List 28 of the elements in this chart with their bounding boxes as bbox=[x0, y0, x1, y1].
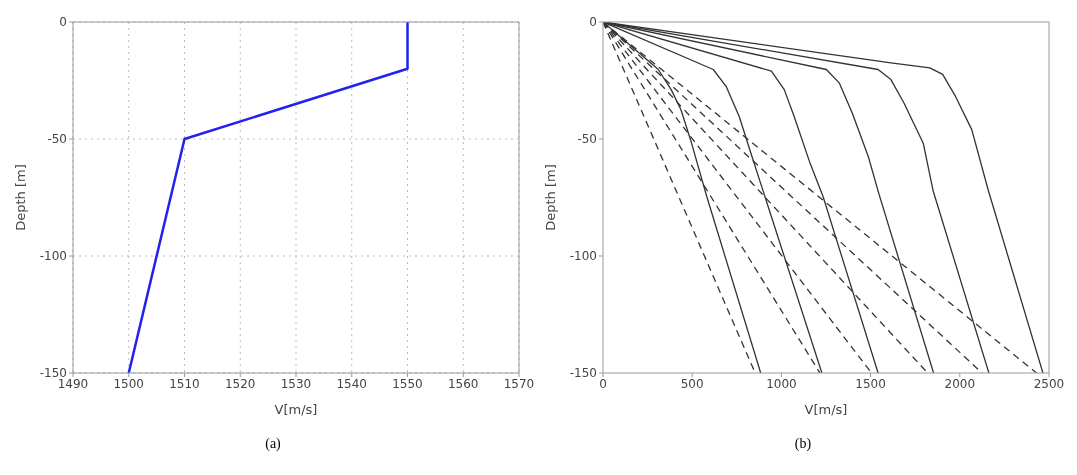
x-tick-label: 1550 bbox=[392, 376, 423, 391]
x-tick-label: 1510 bbox=[169, 376, 200, 391]
y-axis-title: Depth [m] bbox=[542, 164, 558, 231]
x-tick-label: 1520 bbox=[224, 376, 256, 391]
y-tick-label: 0 bbox=[59, 15, 67, 30]
text: (a) bbox=[264, 436, 282, 452]
x-axis-title: V[m/s] bbox=[274, 402, 318, 417]
y-tick-label: -150 bbox=[569, 366, 597, 381]
x-tick-label: 1500 bbox=[113, 376, 145, 391]
y-tick-label: -50 bbox=[47, 132, 67, 147]
x-tick-label: 0 bbox=[599, 376, 607, 391]
x-tick-label: 1000 bbox=[766, 376, 797, 391]
x-tick-label: 2500 bbox=[1033, 376, 1065, 391]
x-tick-label: 1560 bbox=[447, 376, 479, 391]
y-tick-label: -100 bbox=[569, 249, 597, 264]
y-tick-label: -50 bbox=[577, 132, 597, 147]
y-tick-label: 0 bbox=[589, 15, 597, 30]
x-tick-label: 1530 bbox=[280, 376, 312, 391]
y-tick-label: -100 bbox=[39, 249, 67, 264]
text: (b) bbox=[793, 436, 813, 452]
y-axis-title: Depth [m] bbox=[12, 164, 28, 231]
x-tick-label: 1570 bbox=[503, 376, 535, 391]
x-tick-label: 500 bbox=[680, 376, 704, 391]
x-tick-label: 1500 bbox=[855, 376, 886, 391]
x-tick-label: 1540 bbox=[336, 376, 368, 391]
x-tick-label: 2000 bbox=[944, 376, 976, 391]
x-axis-title: V[m/s] bbox=[804, 402, 848, 417]
x-tick-label: 1490 bbox=[57, 376, 89, 391]
